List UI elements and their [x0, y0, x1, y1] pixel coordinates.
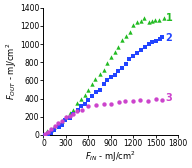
Point [61, 123, 64, 126]
Point [158, 38, 161, 40]
Point [158, 19, 161, 22]
Point [57, 122, 60, 125]
Point [90, 94, 94, 97]
Point [84, 102, 87, 105]
Point [117, 69, 120, 72]
Point [94, 78, 97, 80]
Point [139, 99, 142, 101]
Point [76, 102, 79, 105]
Point [79, 105, 83, 107]
Point [72, 109, 75, 111]
Point [76, 108, 79, 111]
Point [79, 98, 82, 100]
Text: 2: 2 [166, 33, 172, 43]
Point [72, 113, 75, 115]
Point [98, 73, 101, 76]
Point [151, 41, 154, 44]
Point [120, 66, 123, 69]
Point [60, 120, 63, 122]
Point [109, 56, 112, 58]
Point [56, 122, 59, 125]
Point [50, 128, 53, 131]
Point [132, 100, 135, 102]
Point [106, 61, 109, 64]
Y-axis label: $\mathit{F}_{OUT}$ - mJ/cm$^2$: $\mathit{F}_{OUT}$ - mJ/cm$^2$ [4, 43, 19, 100]
Point [46, 133, 49, 135]
Point [162, 17, 166, 20]
X-axis label: $\mathit{F}_{IN}$ - mJ/cm$^2$: $\mathit{F}_{IN}$ - mJ/cm$^2$ [85, 149, 136, 164]
Point [117, 46, 120, 49]
Point [154, 98, 157, 100]
Point [86, 105, 89, 108]
Point [102, 83, 105, 86]
Point [49, 131, 52, 134]
Point [114, 50, 117, 53]
Point [136, 52, 139, 55]
Point [94, 104, 98, 107]
Point [125, 63, 128, 65]
Point [147, 99, 150, 102]
Point [68, 116, 71, 119]
Point [161, 98, 164, 101]
Point [44, 133, 47, 136]
Point [154, 19, 157, 22]
Point [98, 89, 102, 91]
Point [43, 133, 46, 136]
Point [76, 109, 79, 112]
Point [102, 103, 105, 106]
Point [105, 79, 108, 82]
Text: 3: 3 [166, 93, 172, 103]
Point [65, 116, 68, 118]
Point [147, 21, 150, 23]
Point [128, 58, 131, 61]
Point [132, 55, 135, 57]
Point [124, 100, 127, 103]
Point [94, 91, 98, 94]
Point [139, 19, 142, 22]
Point [132, 24, 135, 26]
Point [57, 125, 60, 128]
Point [103, 68, 106, 71]
Point [117, 101, 120, 103]
Point [87, 88, 90, 91]
Point [150, 19, 153, 22]
Point [72, 113, 75, 116]
Point [109, 102, 112, 105]
Point [83, 94, 86, 97]
Point [113, 74, 116, 76]
Point [64, 118, 67, 121]
Point [54, 124, 57, 127]
Point [154, 39, 157, 42]
Point [143, 17, 146, 19]
Point [50, 129, 53, 132]
Point [135, 21, 138, 24]
Point [90, 83, 93, 85]
Point [160, 36, 163, 38]
Point [80, 109, 83, 111]
Point [45, 130, 48, 132]
Point [47, 131, 50, 133]
Point [147, 43, 150, 46]
Point [53, 129, 56, 132]
Point [143, 46, 146, 48]
Point [87, 98, 90, 101]
Point [128, 30, 131, 33]
Point [69, 115, 72, 117]
Point [109, 76, 113, 79]
Point [52, 126, 55, 129]
Point [69, 111, 72, 114]
Point [61, 120, 64, 123]
Text: 1: 1 [166, 13, 172, 23]
Point [65, 115, 68, 118]
Point [139, 49, 142, 52]
Point [121, 39, 124, 41]
Point [124, 34, 127, 37]
